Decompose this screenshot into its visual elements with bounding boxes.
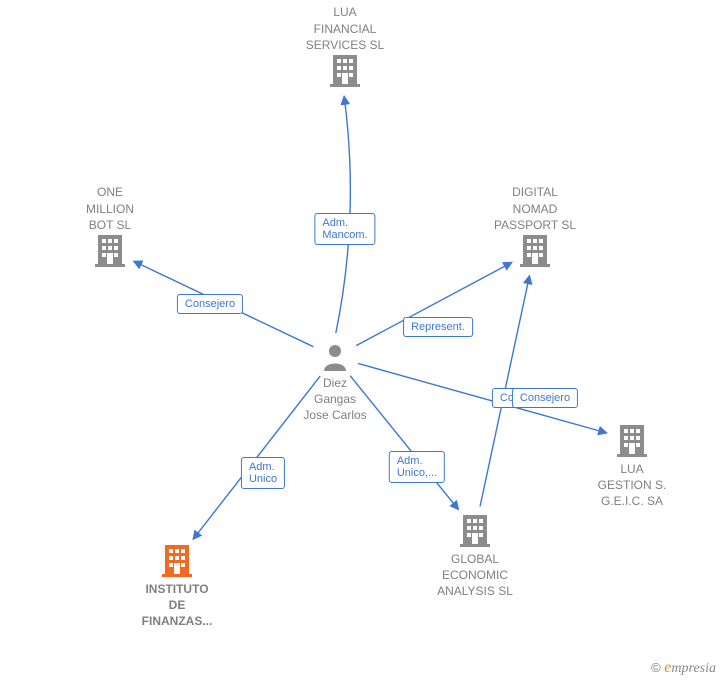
copyright-symbol: © bbox=[651, 660, 661, 675]
node-label: DIGITAL NOMAD PASSPORT SL bbox=[480, 184, 590, 233]
person-icon bbox=[280, 343, 390, 371]
building-icon bbox=[480, 233, 590, 267]
node-lua_gestion[interactable]: LUA GESTION S. G.E.I.C. SA bbox=[577, 423, 687, 510]
edge-label: Consejero bbox=[512, 388, 578, 408]
node-one_million[interactable]: ONE MILLION BOT SL bbox=[55, 180, 165, 267]
building-icon bbox=[55, 233, 165, 267]
node-digital_nomad[interactable]: DIGITAL NOMAD PASSPORT SL bbox=[480, 180, 590, 267]
node-instituto[interactable]: INSTITUTO DE FINANZAS... bbox=[122, 543, 232, 630]
node-label: ONE MILLION BOT SL bbox=[55, 184, 165, 233]
building-icon bbox=[290, 53, 400, 87]
building-icon bbox=[577, 423, 687, 457]
edge-label: Adm. Unico,... bbox=[389, 451, 445, 483]
node-label: LUA FINANCIAL SERVICES SL bbox=[290, 4, 400, 53]
copyright: © empresia bbox=[651, 659, 716, 677]
node-lua_fin[interactable]: LUA FINANCIAL SERVICES SL bbox=[290, 0, 400, 87]
edge-label: Adm. Mancom. bbox=[314, 213, 375, 245]
edge-label: Adm. Unico bbox=[241, 457, 285, 489]
building-icon bbox=[122, 543, 232, 577]
node-label: LUA GESTION S. G.E.I.C. SA bbox=[577, 461, 687, 510]
node-label: GLOBAL ECONOMIC ANALYSIS SL bbox=[420, 551, 530, 600]
brand-rest: mpresia bbox=[671, 661, 716, 676]
edge-label: Consejero bbox=[177, 294, 243, 314]
network-diagram: Diez Gangas Jose Carlos LUA FINANCIAL SER… bbox=[0, 0, 728, 685]
node-center[interactable]: Diez Gangas Jose Carlos bbox=[280, 343, 390, 424]
edge-label: Represent. bbox=[403, 317, 473, 337]
building-icon bbox=[420, 513, 530, 547]
node-label: INSTITUTO DE FINANZAS... bbox=[122, 581, 232, 630]
node-label: Diez Gangas Jose Carlos bbox=[280, 375, 390, 424]
node-global_econ[interactable]: GLOBAL ECONOMIC ANALYSIS SL bbox=[420, 513, 530, 600]
